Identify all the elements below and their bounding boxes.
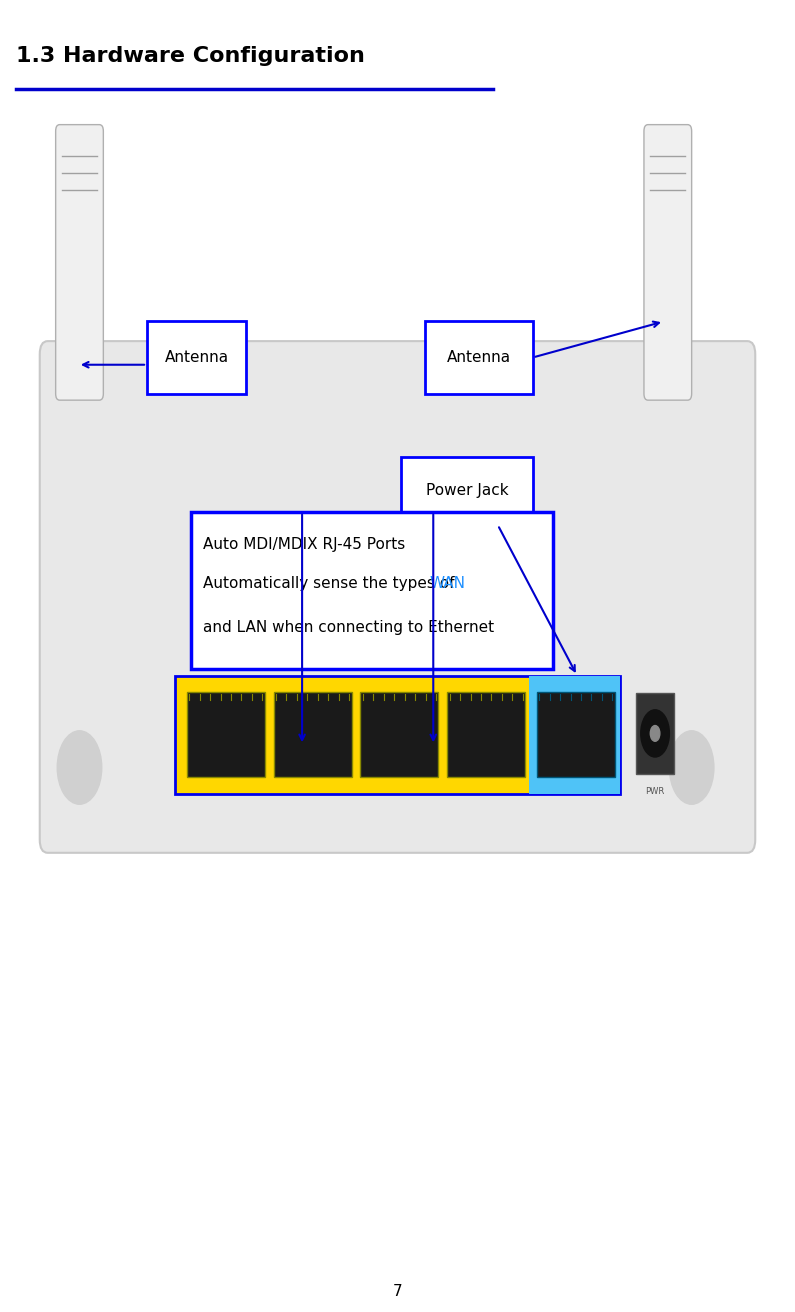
Circle shape bbox=[641, 710, 669, 757]
FancyBboxPatch shape bbox=[401, 457, 533, 525]
FancyBboxPatch shape bbox=[40, 341, 755, 853]
FancyBboxPatch shape bbox=[529, 676, 620, 794]
Circle shape bbox=[650, 726, 660, 741]
Text: 7: 7 bbox=[393, 1283, 402, 1299]
FancyBboxPatch shape bbox=[448, 693, 525, 777]
FancyBboxPatch shape bbox=[147, 321, 246, 394]
FancyBboxPatch shape bbox=[425, 321, 533, 394]
Circle shape bbox=[57, 731, 102, 804]
Text: Antenna: Antenna bbox=[165, 350, 229, 365]
Text: Auto MDI/MDIX RJ-45 Ports: Auto MDI/MDIX RJ-45 Ports bbox=[203, 537, 405, 552]
Text: and LAN when connecting to Ethernet: and LAN when connecting to Ethernet bbox=[203, 619, 494, 635]
FancyBboxPatch shape bbox=[175, 676, 620, 794]
Circle shape bbox=[669, 731, 714, 804]
Text: Automatically sense the types of: Automatically sense the types of bbox=[203, 576, 459, 592]
Text: WAN: WAN bbox=[429, 576, 465, 592]
FancyBboxPatch shape bbox=[56, 125, 103, 400]
Text: PWR: PWR bbox=[646, 787, 665, 796]
FancyBboxPatch shape bbox=[644, 125, 692, 400]
Text: 1.3 Hardware Configuration: 1.3 Hardware Configuration bbox=[16, 46, 365, 66]
FancyBboxPatch shape bbox=[191, 512, 553, 669]
FancyBboxPatch shape bbox=[273, 693, 351, 777]
FancyBboxPatch shape bbox=[636, 693, 674, 774]
Text: Power Jack: Power Jack bbox=[426, 483, 508, 499]
Text: Antenna: Antenna bbox=[447, 350, 511, 365]
FancyBboxPatch shape bbox=[537, 693, 615, 777]
FancyBboxPatch shape bbox=[187, 693, 265, 777]
FancyBboxPatch shape bbox=[360, 693, 438, 777]
